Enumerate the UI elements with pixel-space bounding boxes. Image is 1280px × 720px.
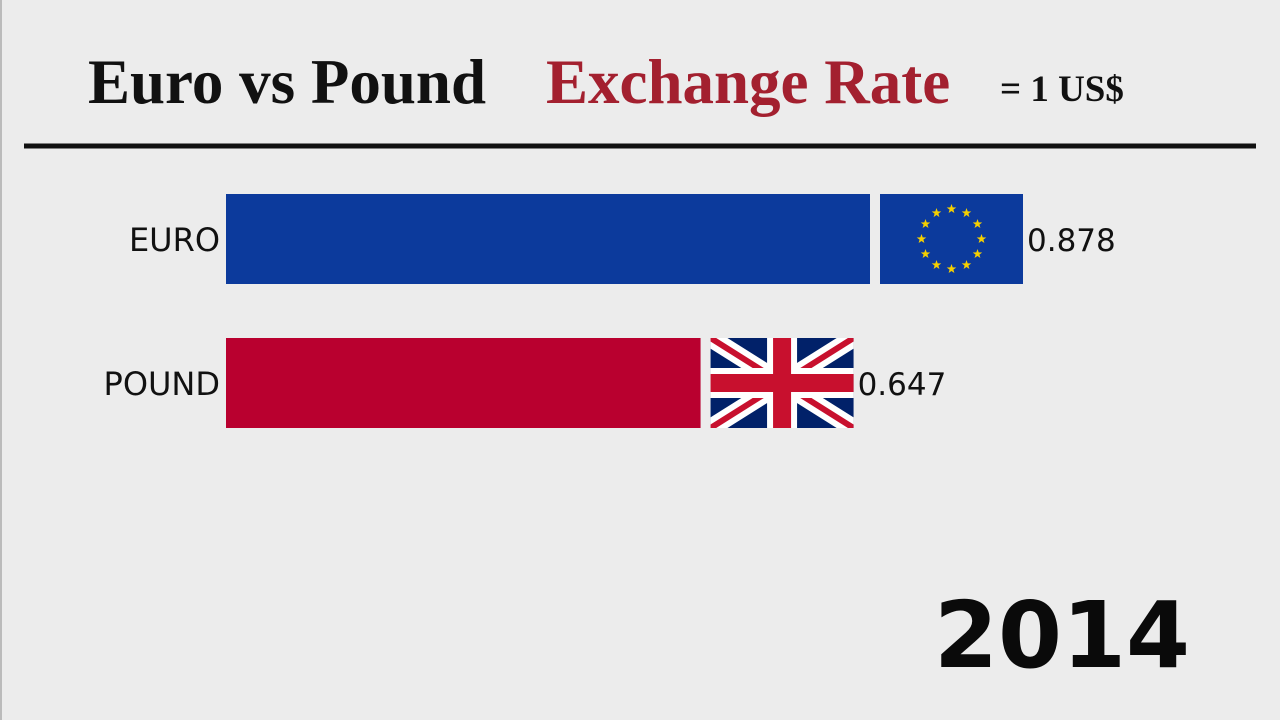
flag-star	[931, 208, 942, 218]
flag	[710, 338, 854, 428]
flag-cross-red	[710, 374, 854, 392]
flag-star	[961, 260, 972, 269]
flag-star	[931, 260, 942, 269]
flag-star	[920, 249, 931, 258]
chart-title-highlight: Exchange Rate	[546, 47, 950, 117]
flag-star	[916, 234, 927, 243]
value-label: 0.878	[1027, 223, 1116, 259]
bar	[226, 194, 870, 284]
chart-subtitle: = 1 US$	[1000, 69, 1124, 110]
flag-star	[946, 204, 957, 213]
flag-star	[961, 208, 972, 218]
flag-star	[972, 249, 983, 258]
flag-star	[976, 234, 987, 243]
category-label: EURO	[129, 221, 220, 259]
flag	[880, 194, 1023, 284]
chart-title: Euro vs Pound	[88, 47, 486, 117]
value-label: 0.647	[858, 367, 947, 403]
flag-star	[946, 264, 957, 273]
flag-star	[920, 219, 931, 228]
category-label: POUND	[104, 365, 220, 403]
flag-star	[972, 219, 983, 228]
bar	[226, 338, 701, 428]
year-label: 2014	[934, 582, 1190, 689]
